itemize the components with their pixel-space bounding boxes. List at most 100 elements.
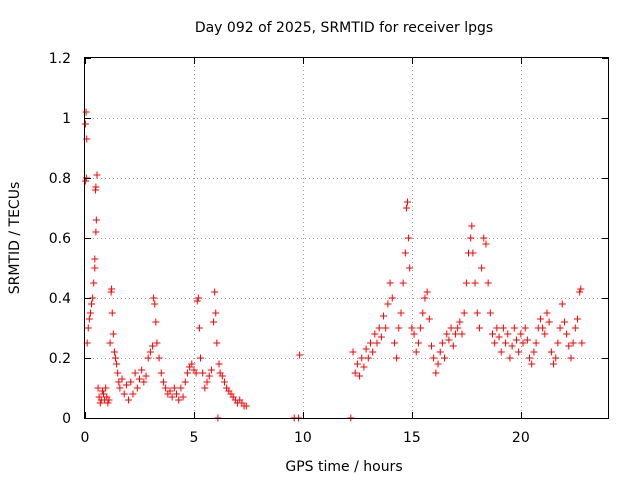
data-point [218, 372, 226, 380]
data-point [199, 369, 207, 377]
data-point [142, 372, 150, 380]
data-point [423, 288, 431, 296]
data-point [454, 324, 462, 332]
data-point [356, 372, 364, 380]
data-point [543, 309, 551, 317]
data-point [140, 378, 148, 386]
data-point [358, 354, 366, 362]
x-tick-labels: 0 5 10 15 20 [81, 430, 530, 446]
data-point [192, 369, 200, 377]
axis-ticks [85, 58, 608, 419]
data-point [380, 312, 388, 320]
data-point [220, 378, 228, 386]
data-point [510, 324, 518, 332]
data-point [545, 318, 553, 326]
data-point [183, 369, 191, 377]
data-point [571, 324, 579, 332]
x-tick-label: 10 [294, 430, 312, 446]
data-point [296, 351, 304, 359]
data-point [151, 300, 159, 308]
data-point [458, 330, 466, 338]
data-point [482, 240, 490, 248]
data-point [521, 324, 529, 332]
data-point [92, 228, 100, 236]
y-tick-labels: 0 0.2 0.4 0.6 0.8 1 1.2 [49, 51, 71, 427]
data-point [96, 399, 104, 407]
data-point [478, 264, 486, 272]
y-axis-label: SRMTID / TECUs [7, 182, 23, 295]
data-point [410, 330, 418, 338]
data-point [554, 339, 562, 347]
data-point [539, 324, 547, 332]
data-point [353, 360, 361, 368]
data-point [386, 279, 394, 287]
data-point [393, 354, 401, 362]
data-point [550, 360, 558, 368]
data-point [528, 360, 536, 368]
data-point [401, 249, 409, 257]
data-point [512, 336, 520, 344]
data-point [360, 363, 368, 371]
data-point [402, 204, 410, 212]
data-point [578, 339, 586, 347]
x-tick-label: 0 [81, 430, 90, 446]
data-point [211, 288, 219, 296]
data-point [499, 324, 507, 332]
x-tick-label: 20 [512, 430, 530, 446]
data-point [508, 342, 516, 350]
data-point [150, 294, 158, 302]
data-point [113, 360, 121, 368]
data-point [152, 318, 160, 326]
data-point [563, 330, 571, 338]
data-point [405, 234, 413, 242]
data-point [166, 387, 174, 395]
x-axis-label: GPS time / hours [285, 459, 402, 475]
data-point [133, 384, 141, 392]
data-point [144, 354, 152, 362]
data-point [91, 255, 99, 263]
data-point [104, 399, 112, 407]
data-point [441, 354, 449, 362]
data-point [576, 288, 584, 296]
data-point [526, 354, 534, 362]
data-point [556, 324, 564, 332]
data-point [445, 336, 453, 344]
data-point [377, 333, 385, 341]
data-point [195, 324, 203, 332]
data-point [541, 330, 549, 338]
data-point [406, 264, 414, 272]
data-point [569, 339, 577, 347]
data-point [112, 354, 120, 362]
data-point [484, 279, 492, 287]
data-point [106, 339, 114, 347]
data-point [82, 108, 90, 116]
data-point [92, 216, 100, 224]
data-point [486, 309, 494, 317]
data-point [84, 324, 92, 332]
data-point [181, 378, 189, 386]
data-point [371, 330, 379, 338]
data-point [519, 339, 527, 347]
data-point [125, 396, 133, 404]
data-point [116, 384, 124, 392]
data-point [212, 309, 220, 317]
data-point [110, 348, 118, 356]
data-point [430, 354, 438, 362]
data-point [201, 384, 209, 392]
data-point [395, 324, 403, 332]
data-point [93, 171, 101, 179]
data-point [558, 300, 566, 308]
data-point [114, 369, 122, 377]
data-point [91, 264, 99, 272]
y-tick-label: 0.8 [49, 171, 71, 187]
data-point [523, 336, 531, 344]
y-tick-label: 1.2 [49, 51, 71, 67]
data-point [425, 315, 433, 323]
data-point [451, 330, 459, 338]
data-point [456, 318, 464, 326]
data-point [502, 339, 510, 347]
data-point [207, 366, 215, 374]
y-tick-label: 0.4 [49, 291, 71, 307]
data-point [515, 348, 523, 356]
data-point [122, 381, 130, 389]
